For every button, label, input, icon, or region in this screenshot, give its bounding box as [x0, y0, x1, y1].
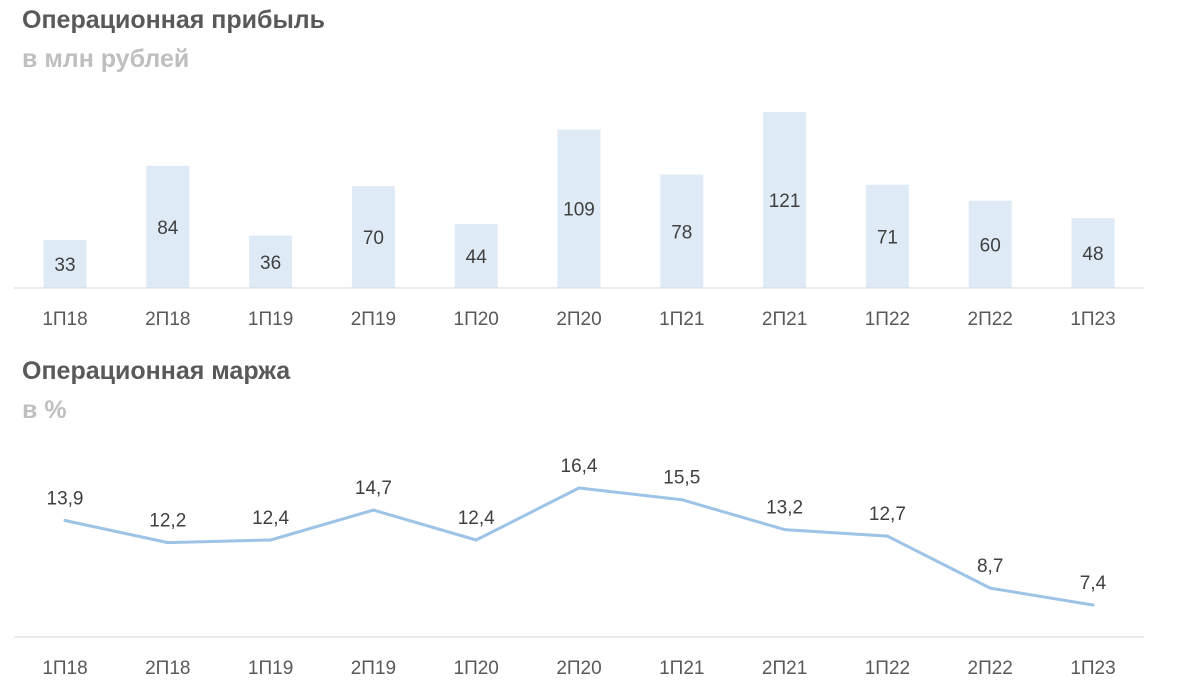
line-chart-subtitle: в %	[22, 396, 67, 424]
bar-1П20	[454, 224, 498, 288]
bar-1П18	[43, 240, 87, 288]
line-value-label: 12,2	[149, 511, 186, 532]
margin-line	[63, 486, 1095, 607]
bar-x-tick-label: 1П21	[659, 309, 704, 330]
line-value-label: 7,4	[1080, 573, 1107, 594]
bar-value-label: 121	[769, 191, 801, 212]
bar-x-tick-label: 1П20	[454, 309, 499, 330]
bar-1П22	[865, 184, 909, 288]
bar-value-label: 70	[363, 228, 384, 249]
bar-x-tick-label: 2П21	[762, 309, 807, 330]
line-point-2П21	[783, 528, 787, 532]
line-value-label: 12,4	[458, 508, 495, 529]
bar-value-label: 109	[563, 200, 595, 221]
line-value-label: 16,4	[561, 456, 598, 477]
bar-x-tick-label: 1П19	[248, 309, 293, 330]
bar-x-tick-label: 2П22	[968, 309, 1013, 330]
bar-2П22	[968, 200, 1012, 288]
bar-value-label: 44	[466, 247, 488, 268]
bar-2П21	[763, 112, 807, 288]
line-chart: 13,9 12,2 12,4 14,7 12,4 16,4 15,5 13,2 12,7 8,7 7…	[14, 456, 1144, 679]
bar-1П19	[249, 235, 293, 288]
bar-x-tick-label: 2П19	[351, 309, 396, 330]
line-x-tick-label: 2П22	[968, 658, 1013, 679]
line-point-1П19	[269, 538, 273, 542]
line-x-tick-label: 2П21	[762, 658, 807, 679]
bar-x-tick-label: 1П23	[1070, 309, 1115, 330]
bar-2П20	[557, 129, 601, 288]
line-point-2П18	[166, 541, 170, 545]
line-x-tick-label: 1П20	[454, 658, 499, 679]
bar-chart-subtitle: в млн рублей	[22, 45, 190, 73]
line-value-label: 12,4	[252, 508, 289, 529]
line-x-tick-label: 2П20	[556, 658, 601, 679]
bar-2П19	[351, 186, 395, 288]
bar-x-tick-label: 2П18	[145, 309, 190, 330]
bar-value-label: 33	[54, 255, 75, 276]
line-x-tick-label: 1П23	[1070, 658, 1115, 679]
line-point-2П19	[371, 508, 375, 512]
line-x-tick-label: 2П18	[145, 658, 190, 679]
bar-value-label: 71	[877, 227, 898, 248]
line-point-1П23	[1091, 603, 1095, 607]
bar-value-label: 36	[260, 253, 281, 274]
line-value-label: 12,7	[869, 504, 906, 525]
line-value-label: 13,9	[47, 489, 84, 510]
line-chart-title: Операционная маржа	[22, 357, 291, 385]
line-x-tick-label: 1П19	[248, 658, 293, 679]
bar-x-tick-label: 1П18	[42, 309, 87, 330]
bar-chart-title: Операционная прибыль	[22, 6, 326, 34]
line-value-label: 13,2	[766, 498, 803, 519]
line-point-2П20	[577, 486, 581, 490]
line-point-1П22	[885, 534, 889, 538]
line-value-label: 15,5	[663, 468, 700, 489]
line-x-tick-label: 1П21	[659, 658, 704, 679]
line-value-label: 14,7	[355, 478, 392, 499]
line-x-tick-label: 1П18	[42, 658, 87, 679]
line-x-tick-label: 2П19	[351, 658, 396, 679]
bar-value-label: 48	[1082, 244, 1103, 265]
bar-value-label: 60	[980, 235, 1001, 256]
bar-value-label: 84	[157, 218, 179, 239]
line-point-1П18	[63, 519, 67, 522]
line-point-1П20	[474, 538, 478, 542]
line-point-1П21	[680, 498, 684, 502]
bar-x-tick-label: 1П22	[865, 309, 910, 330]
bar-x-tick-label: 2П20	[556, 309, 601, 330]
line-value-label: 8,7	[977, 556, 1003, 577]
bar-1П23	[1071, 218, 1115, 288]
bar-chart: 33 84 36 70 44 109 78 121 71 60 48 1П18 2П18 1П19 2П19…	[14, 112, 1144, 330]
line-point-2П22	[988, 586, 992, 590]
bar-2П18	[146, 165, 190, 288]
bar-1П21	[660, 174, 704, 288]
line-x-tick-label: 1П22	[865, 658, 910, 679]
bar-value-label: 78	[671, 222, 692, 243]
